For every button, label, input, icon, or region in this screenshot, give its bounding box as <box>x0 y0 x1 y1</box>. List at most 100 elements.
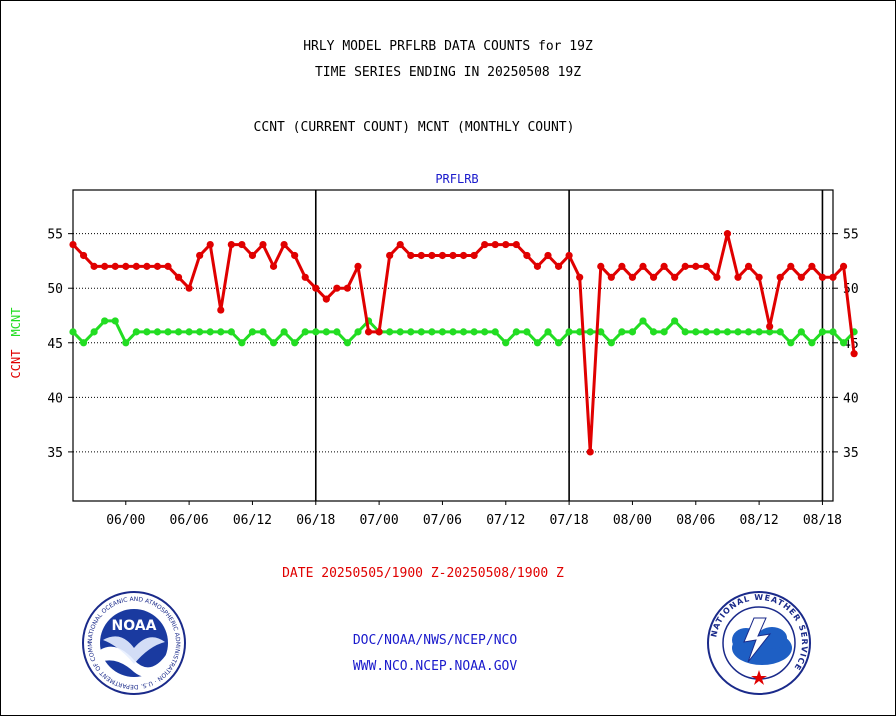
data-point-ccnt <box>481 240 489 249</box>
data-point-ccnt <box>428 251 436 260</box>
data-point-ccnt <box>776 273 784 281</box>
y-tick-label-left: 55 <box>47 228 63 243</box>
y-tick-label-left: 35 <box>47 446 63 461</box>
data-point-mcnt <box>533 339 542 347</box>
data-point-mcnt <box>787 339 795 347</box>
data-point-ccnt <box>438 251 447 260</box>
data-point-ccnt <box>217 306 225 314</box>
data-point-ccnt <box>713 273 721 281</box>
data-point-ccnt <box>554 262 563 270</box>
data-point-mcnt <box>143 328 151 336</box>
data-point-ccnt <box>470 251 478 260</box>
data-point-ccnt <box>174 273 183 281</box>
data-point-ccnt <box>238 240 246 249</box>
data-point-mcnt <box>818 328 827 336</box>
data-point-ccnt <box>512 240 520 249</box>
data-point-ccnt <box>449 251 457 260</box>
data-point-mcnt <box>618 328 626 336</box>
data-point-ccnt <box>818 273 827 281</box>
data-point-ccnt <box>523 251 531 260</box>
data-point-mcnt <box>649 328 658 336</box>
data-point-ccnt <box>111 262 119 270</box>
data-point-ccnt <box>808 262 816 270</box>
data-point-ccnt <box>417 251 425 260</box>
y-tick-label-left: 45 <box>47 337 63 352</box>
data-point-mcnt <box>628 328 637 336</box>
noaa-logo-text: NOAA <box>112 618 157 634</box>
data-point-ccnt <box>459 251 468 260</box>
data-point-ccnt <box>829 273 837 281</box>
data-point-ccnt <box>787 262 795 270</box>
x-tick-label: 07/00 <box>360 513 399 528</box>
data-point-mcnt <box>153 328 162 336</box>
data-point-ccnt <box>143 262 151 270</box>
data-point-mcnt <box>238 339 246 347</box>
data-point-mcnt <box>322 328 330 336</box>
data-point-mcnt <box>196 328 204 336</box>
data-point-ccnt <box>291 251 299 260</box>
data-point-mcnt <box>459 328 468 336</box>
data-point-ccnt <box>354 262 362 270</box>
data-point-mcnt <box>438 328 447 336</box>
noaa-logo: NOAA NATIONAL OCEANIC AND ATMOSPHERIC AD… <box>81 590 186 695</box>
nws-logo: NATIONAL WEATHER SERVICE <box>707 591 811 695</box>
data-point-ccnt <box>259 240 267 249</box>
x-tick-label: 07/06 <box>423 513 462 528</box>
data-point-mcnt <box>586 328 594 336</box>
data-point-mcnt <box>481 328 489 336</box>
data-point-ccnt <box>639 262 647 270</box>
data-point-ccnt <box>734 273 742 281</box>
data-point-mcnt <box>681 328 689 336</box>
data-point-mcnt <box>829 328 837 336</box>
data-point-ccnt <box>491 240 499 249</box>
data-point-ccnt <box>90 262 98 270</box>
data-point-mcnt <box>713 328 721 336</box>
data-point-ccnt <box>375 328 383 336</box>
data-point-mcnt <box>291 339 299 347</box>
y-tick-label-right: 35 <box>843 446 859 461</box>
data-point-ccnt <box>185 284 193 292</box>
data-point-ccnt <box>702 262 710 270</box>
data-point-ccnt <box>755 273 763 281</box>
data-point-ccnt <box>766 322 774 331</box>
data-point-mcnt <box>671 317 679 325</box>
data-point-mcnt <box>544 328 552 336</box>
data-point-ccnt <box>692 262 700 270</box>
data-point-ccnt <box>660 262 668 270</box>
data-point-ccnt <box>101 262 109 270</box>
data-point-mcnt <box>407 328 415 336</box>
data-point-ccnt <box>723 230 732 238</box>
data-point-ccnt <box>850 350 858 358</box>
data-point-ccnt <box>533 262 542 270</box>
data-point-mcnt <box>90 328 98 336</box>
data-point-mcnt <box>502 339 510 347</box>
data-point-mcnt <box>660 328 668 336</box>
data-point-mcnt <box>185 328 193 336</box>
data-point-ccnt <box>407 251 415 260</box>
chart-subtitle: CCNT (CURRENT COUNT) MCNT (MONTHLY COUNT… <box>253 120 575 135</box>
data-point-ccnt <box>544 251 552 260</box>
data-point-ccnt <box>607 273 615 281</box>
plot-area <box>72 189 834 502</box>
data-point-mcnt <box>269 339 278 347</box>
x-tick-label: 06/12 <box>233 513 272 528</box>
data-point-mcnt <box>79 339 88 347</box>
data-point-ccnt <box>248 251 257 260</box>
x-tick-label: 07/12 <box>486 513 525 528</box>
x-tick-label: 06/00 <box>106 513 145 528</box>
x-tick-label: 08/12 <box>740 513 779 528</box>
data-point-mcnt <box>692 328 700 336</box>
data-point-mcnt <box>808 339 816 347</box>
data-point-ccnt <box>364 328 373 336</box>
data-point-mcnt <box>755 328 763 336</box>
chart-title-line2: TIME SERIES ENDING IN 20250508 19Z <box>314 65 582 80</box>
data-point-mcnt <box>386 328 394 336</box>
x-tick-label: 06/06 <box>170 513 209 528</box>
x-tick-label: 08/00 <box>613 513 652 528</box>
data-point-ccnt <box>343 284 352 292</box>
website-link[interactable]: WWW.NCO.NCEP.NOAA.GOV <box>352 659 518 674</box>
data-point-mcnt <box>607 339 615 347</box>
data-point-mcnt <box>565 328 573 336</box>
data-point-ccnt <box>618 262 626 270</box>
data-point-mcnt <box>597 328 605 336</box>
